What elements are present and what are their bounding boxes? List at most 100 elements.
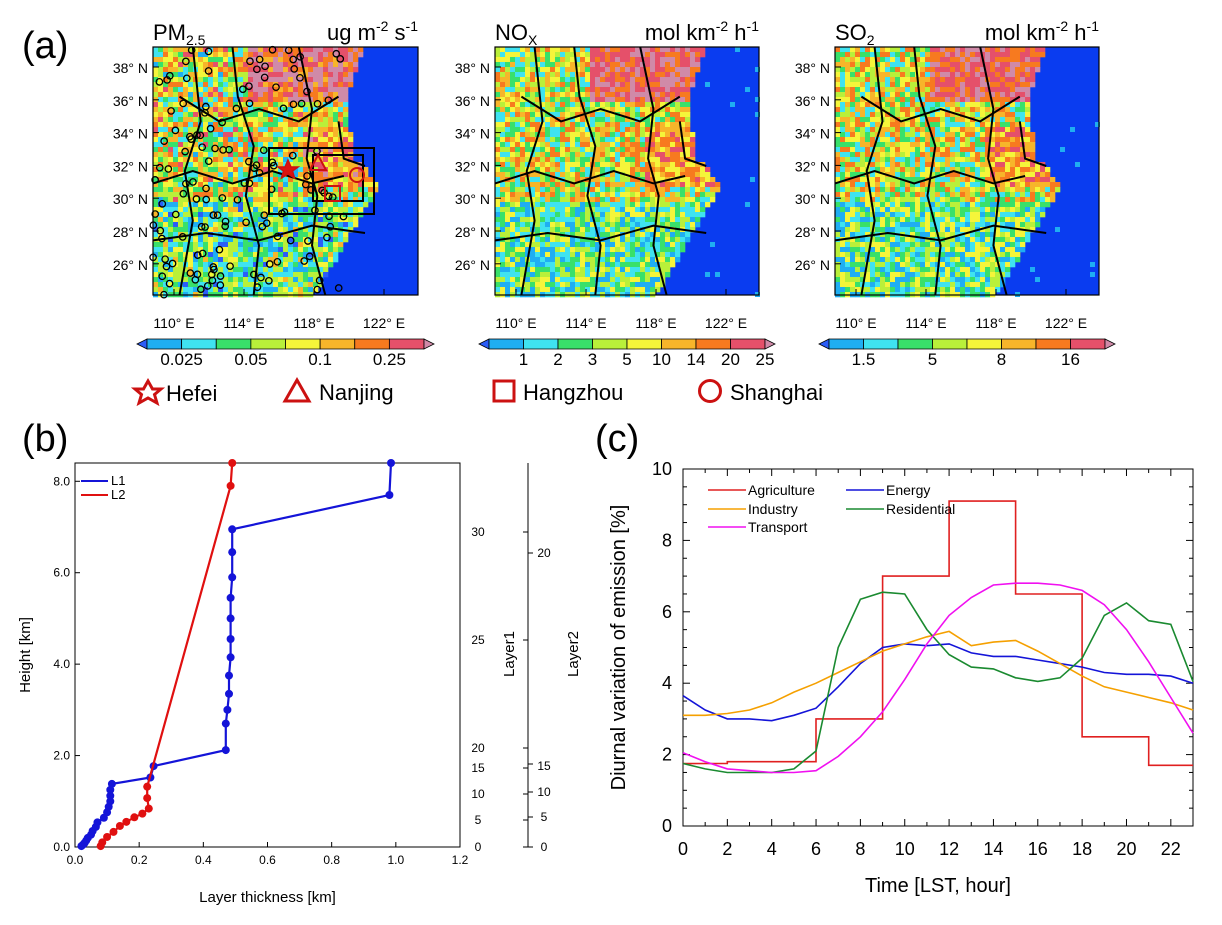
lat-label: 34° N xyxy=(455,126,490,142)
colorbar-segment xyxy=(592,338,628,350)
x-axis-label: Time [LST, hour] xyxy=(865,875,1011,897)
lat-label: 26° N xyxy=(795,257,830,273)
obs-site xyxy=(253,65,261,74)
obs-site xyxy=(238,85,247,94)
obs-site xyxy=(196,285,205,294)
layer1-axis-label: Layer1 xyxy=(501,631,518,677)
obs-site xyxy=(300,257,309,265)
colorbar-label: 1.5 xyxy=(852,350,876,369)
series-line-Transport xyxy=(682,582,1194,774)
lon-label: 114° E xyxy=(223,315,264,331)
obs-site xyxy=(211,144,219,153)
x-tick-label: 1.2 xyxy=(452,853,469,867)
layer2-tick: 20 xyxy=(537,546,551,560)
province-border xyxy=(337,121,366,167)
obs-site xyxy=(255,168,264,177)
obs-site xyxy=(257,273,265,282)
hefei-star-icon xyxy=(275,158,301,180)
series-line-Energy xyxy=(682,643,1194,722)
obs-site xyxy=(245,179,254,188)
series-point-L1 xyxy=(106,791,115,800)
legend-label-Agriculture: Agriculture xyxy=(748,482,815,498)
obs-site xyxy=(171,126,180,135)
colorbar-label: 25 xyxy=(756,350,775,369)
province-border xyxy=(639,46,668,296)
colorbar-segment xyxy=(319,338,356,350)
lon-label: 122° E xyxy=(1045,315,1087,331)
lat-label: 32° N xyxy=(455,158,490,174)
series-point-L2 xyxy=(109,827,118,836)
obs-site xyxy=(193,131,201,139)
colorbar-label: 20 xyxy=(721,350,740,369)
series-point-L1 xyxy=(228,573,237,582)
map-panel-2: 38° N 36° N 34° N 32° N 30° N 28° N 26° N 110° … xyxy=(455,18,776,369)
lat-label: 28° N xyxy=(795,224,830,240)
series-point-L2 xyxy=(98,838,107,847)
obs-site xyxy=(181,179,190,188)
x-tick-label: 0 xyxy=(678,839,688,859)
colorbar-label: 2 xyxy=(553,350,562,369)
obs-site xyxy=(149,253,157,262)
obs-site xyxy=(326,222,335,231)
series-point-L1 xyxy=(221,719,230,728)
obs-site xyxy=(233,195,242,204)
colorbar-segment xyxy=(932,338,968,350)
layer1-tick: 5 xyxy=(475,813,482,827)
obs-site xyxy=(151,176,159,184)
obs-site xyxy=(315,276,324,285)
y-tick-label: 8.0 xyxy=(53,474,70,488)
y-tick-label: 0 xyxy=(662,816,672,836)
hangzhou-square-icon xyxy=(324,185,341,202)
colorbar-segment xyxy=(897,338,933,350)
colorbar-segment xyxy=(215,338,252,350)
lat-label: 36° N xyxy=(795,93,830,109)
obs-site xyxy=(290,65,299,73)
obs-site xyxy=(246,57,254,66)
obs-site xyxy=(221,217,230,226)
colorbar-segment xyxy=(626,338,662,350)
lat-label: 38° N xyxy=(795,60,830,76)
obs-site xyxy=(261,62,269,71)
obs-site xyxy=(332,49,341,58)
map-species: SO2 xyxy=(835,20,875,48)
colorbar-segment xyxy=(523,338,559,350)
colorbar-segment xyxy=(557,338,593,350)
obs-site xyxy=(304,237,312,245)
obs-site xyxy=(303,87,311,96)
nanjing-triangle-icon xyxy=(308,152,328,171)
colorbar-segment xyxy=(828,338,864,350)
province-border xyxy=(913,46,942,296)
obs-site xyxy=(252,161,261,170)
layer2-tick: 15 xyxy=(537,759,551,773)
obs-site xyxy=(186,269,195,277)
x-tick-label: 18 xyxy=(1072,839,1092,859)
colorbar-segment xyxy=(966,338,1002,350)
legend-hangzhou: Hangzhou xyxy=(523,380,623,405)
lat-label: 34° N xyxy=(795,126,830,142)
obs-site xyxy=(221,222,230,231)
colorbar-label: 1 xyxy=(519,350,528,369)
obs-site xyxy=(168,259,177,268)
map-units: mol km-2 h-1 xyxy=(985,18,1099,45)
colorbar-label: 14 xyxy=(687,350,706,369)
province-border xyxy=(573,46,602,296)
lat-label: 26° N xyxy=(455,257,490,273)
lon-label: 118° E xyxy=(975,315,1016,331)
map-panel-1: 38° N 36° N 34° N 32° N 30° N 28° N 26° N 110° … xyxy=(113,18,435,369)
y-tick-label: 4 xyxy=(662,673,672,693)
legend-star-icon xyxy=(130,377,166,407)
x-tick-label: 0.0 xyxy=(67,853,84,867)
series-line-Industry xyxy=(683,630,1194,717)
obs-site xyxy=(181,147,189,156)
map-title: PM2.5 ug m-2 s-1 xyxy=(153,18,418,48)
obs-site xyxy=(303,172,311,180)
obs-site xyxy=(286,236,295,245)
x-tick-label: 0.8 xyxy=(323,853,340,867)
series-point-L2 xyxy=(115,821,124,830)
lon-label: 122° E xyxy=(363,315,405,331)
province-border xyxy=(860,46,884,296)
obs-site xyxy=(204,47,213,56)
colorbar-segment xyxy=(423,338,435,350)
obs-site xyxy=(189,178,197,186)
x-tick-label: 12 xyxy=(939,839,959,859)
